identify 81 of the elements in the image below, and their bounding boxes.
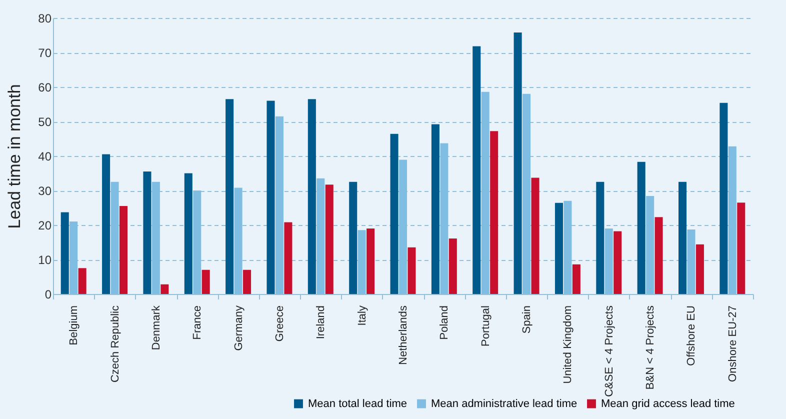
bar — [102, 154, 110, 294]
bar — [408, 247, 416, 294]
y-axis-title: Lead time in month — [5, 84, 24, 229]
bar — [316, 178, 325, 294]
x-tick-label: Offshore EU — [686, 305, 698, 366]
bar — [398, 160, 408, 294]
x-tick-label: France — [192, 306, 204, 340]
bar — [572, 264, 580, 294]
bar — [720, 102, 728, 294]
bar — [325, 184, 334, 294]
bar — [737, 202, 746, 294]
y-tick-label: 50 — [38, 115, 52, 129]
x-tick-label: Portugal — [480, 306, 492, 346]
bar — [70, 222, 78, 294]
x-tick-label: Spain — [521, 306, 534, 334]
y-tick-label: 20 — [38, 218, 52, 232]
bar — [522, 94, 531, 294]
x-tick-label: Belgium — [68, 306, 80, 346]
bar — [440, 143, 448, 294]
bar — [60, 212, 69, 294]
bar — [614, 231, 622, 294]
x-tick-label: B&N < 4 Projects — [644, 305, 657, 390]
y-tick-label: 30 — [38, 184, 52, 198]
x-tick-label: Greece — [274, 306, 286, 342]
bar — [554, 202, 563, 294]
bar — [193, 190, 202, 294]
bar — [119, 206, 128, 294]
bar — [481, 92, 490, 294]
bar — [564, 200, 572, 294]
legend-label: Mean grid access lead time — [601, 398, 735, 410]
bar — [284, 222, 292, 294]
x-tick-label: Germany — [232, 305, 245, 351]
y-tick-label: 70 — [38, 46, 52, 60]
bar — [78, 268, 86, 294]
bar — [654, 217, 663, 294]
y-tick-label: 60 — [38, 80, 52, 94]
bar — [234, 188, 242, 294]
bar — [226, 99, 234, 294]
x-tick-label: C&SE < 4 Projects — [603, 305, 616, 397]
bar — [431, 124, 440, 294]
bar — [275, 116, 284, 294]
legend-label: Mean total lead time — [308, 398, 408, 410]
y-tick-label: 40 — [38, 150, 52, 164]
x-tick-label: Ireland — [315, 306, 328, 340]
bar — [448, 238, 457, 294]
x-tick-label: Italy — [356, 305, 368, 326]
bar — [490, 131, 498, 294]
bar — [687, 229, 696, 294]
bar — [202, 270, 210, 294]
y-tick-label: 80 — [38, 12, 52, 26]
bar — [604, 228, 613, 294]
bar — [390, 134, 398, 294]
x-tick-label: United Kingdom — [562, 306, 574, 384]
bar — [358, 230, 366, 294]
bar — [184, 173, 192, 294]
x-tick-label: Poland — [438, 306, 451, 340]
x-tick-label: Denmark — [150, 305, 162, 350]
bar — [160, 284, 169, 294]
bar — [243, 270, 252, 294]
bar — [110, 182, 119, 294]
bar — [637, 162, 646, 294]
x-tick-label: Czech Republic — [109, 305, 122, 383]
bar — [514, 32, 522, 294]
y-tick-label: 0 — [44, 288, 52, 302]
bar — [152, 182, 160, 294]
bar — [728, 146, 736, 294]
bar — [596, 182, 604, 294]
x-tick-label: Netherlands — [398, 305, 410, 365]
bar — [308, 99, 316, 294]
bar — [366, 228, 375, 294]
bar — [143, 172, 152, 294]
bar — [472, 46, 481, 294]
bar — [349, 182, 358, 294]
bar — [678, 182, 687, 294]
y-tick-label: 10 — [38, 253, 52, 267]
bar — [646, 196, 654, 294]
legend-label: Mean administrative lead time — [431, 398, 578, 410]
x-tick-label: Onshore EU-27 — [726, 306, 739, 382]
bar — [696, 244, 704, 294]
bar — [266, 100, 275, 294]
bar — [531, 178, 540, 294]
